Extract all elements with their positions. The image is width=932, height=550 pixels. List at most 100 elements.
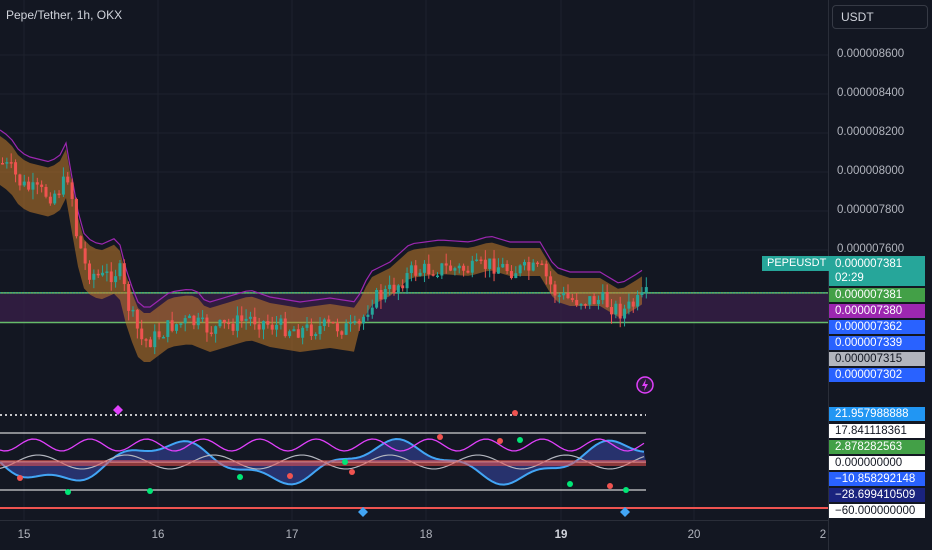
candle-body [248, 316, 252, 319]
candle-body [618, 303, 622, 319]
osc-signal-dot [65, 489, 71, 495]
candle-body [353, 321, 357, 323]
candle-body [166, 320, 170, 337]
candle-body [349, 322, 352, 324]
osc-signal-dot [349, 469, 355, 475]
countdown-timer: 02:29 [835, 272, 864, 284]
time-label: 16 [151, 529, 165, 541]
time-label: 18 [419, 529, 433, 541]
candle-body [44, 186, 48, 197]
candle-body [636, 294, 640, 307]
osc-signal-dot [147, 488, 153, 494]
candle-body [505, 263, 509, 272]
indicator-value-label: 21.957988888 [829, 407, 925, 421]
candle-body [53, 193, 57, 204]
candle-body [557, 295, 561, 297]
candle-body [31, 182, 35, 190]
candle-body [183, 318, 187, 324]
indicator-value-label: −28.699410509 [829, 488, 925, 502]
candle-body [79, 236, 83, 249]
candle-body [292, 329, 296, 332]
candle-body [392, 284, 396, 293]
chart-area[interactable]: Pepe/Tether, 1h, OKX [0, 0, 828, 520]
candle-body [335, 323, 339, 332]
price-level-label: 0.000007380 [829, 304, 925, 318]
candle-body [379, 290, 383, 300]
candle-body [527, 262, 531, 271]
chart-title: Pepe/Tether, 1h, OKX [6, 8, 123, 22]
candle-body [566, 292, 570, 299]
candle-body [240, 315, 244, 321]
candle-body [5, 162, 9, 164]
candle-body [9, 162, 13, 164]
indicator-value-label: −60.000000000 [829, 504, 925, 518]
currency-select[interactable]: USDT [832, 5, 928, 29]
price-axis[interactable]: 0.000008600 0.000008400 0.000008200 0.00… [828, 0, 932, 550]
candle-body [140, 328, 144, 340]
price-level-label: 0.000007315 [829, 352, 925, 366]
candle-body [422, 263, 426, 273]
candle-body [340, 331, 344, 335]
osc-signal-dot [287, 473, 293, 479]
price-tick: 0.000008400 [837, 87, 905, 99]
time-label: 19 [554, 529, 568, 541]
price-chart[interactable] [0, 0, 828, 520]
candle-body [279, 318, 283, 325]
candle-body [266, 321, 270, 325]
lightning-bolt [642, 379, 648, 391]
signal-diamond [113, 405, 123, 415]
osc-signal-dot [437, 434, 443, 440]
signal-diamond [620, 507, 630, 517]
candle-body [631, 301, 635, 307]
candle-body [231, 323, 235, 331]
candle-body [57, 193, 61, 196]
price-tick: 0.000008200 [837, 126, 905, 138]
candle-body [22, 181, 26, 186]
candle-body [218, 319, 222, 327]
osc-signal-dot [517, 437, 523, 443]
candle-body [449, 265, 453, 271]
candle-body [301, 327, 305, 338]
candle-body [375, 290, 379, 308]
candle-body [357, 321, 361, 324]
last-price-value: 0.000007381 [835, 258, 903, 270]
time-label: 17 [285, 529, 299, 541]
osc-signal-dot [342, 459, 348, 465]
candle-body [383, 289, 387, 300]
candle-body [488, 258, 492, 269]
indicator-value-label: −10.858292148 [829, 472, 925, 486]
candle-body [531, 262, 535, 271]
osc-signal-dot [607, 483, 613, 489]
candle-body [523, 262, 526, 266]
candle-body [444, 263, 448, 266]
osc-signal-dot [497, 438, 503, 444]
candle-body [405, 273, 409, 289]
candle-body [175, 324, 178, 331]
candle-body [362, 316, 366, 324]
candle-body [70, 182, 74, 199]
candle-body [92, 273, 96, 280]
price-level-label: 0.000007381 [829, 288, 925, 302]
candle-body [283, 318, 287, 337]
candle-body [88, 263, 91, 280]
candle-body [35, 182, 39, 185]
candle-body [196, 317, 200, 326]
candle-body [188, 315, 192, 319]
time-label: 2 [819, 529, 827, 541]
candle-body [601, 292, 605, 300]
candle-body [257, 324, 261, 330]
time-axis[interactable]: 15 16 17 18 19 20 2 [0, 520, 828, 550]
alert-icon[interactable] [636, 376, 654, 394]
candle-body [470, 260, 474, 273]
candle-body [605, 292, 609, 308]
osc-red-band [0, 460, 646, 466]
osc-signal-dot [237, 474, 243, 480]
candle-body [109, 271, 113, 283]
osc-area [0, 439, 646, 485]
candle-body [179, 323, 183, 325]
candle-body [588, 296, 592, 305]
candle-body [161, 336, 165, 339]
candle-body [553, 284, 557, 296]
candle-body [583, 304, 587, 306]
candle-body [396, 285, 400, 293]
